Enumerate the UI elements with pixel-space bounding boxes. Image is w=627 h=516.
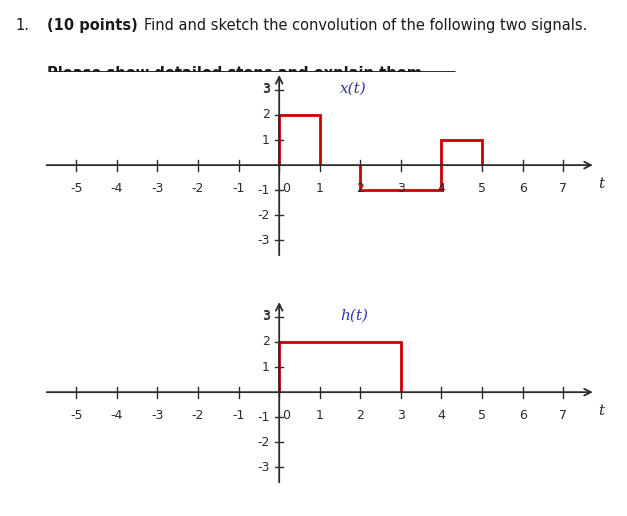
Text: 3: 3 [261, 310, 270, 324]
Text: 2: 2 [261, 335, 270, 348]
Text: 7: 7 [559, 182, 567, 195]
Text: -3: -3 [257, 461, 270, 474]
Text: Please show detailed steps and explain them.: Please show detailed steps and explain t… [47, 66, 428, 81]
Text: -1: -1 [233, 409, 245, 422]
Text: 1: 1 [261, 134, 270, 147]
Text: 2: 2 [261, 108, 270, 121]
Text: 0: 0 [283, 182, 290, 195]
Text: 5: 5 [478, 182, 486, 195]
Text: 6: 6 [519, 182, 527, 195]
Text: 7: 7 [559, 409, 567, 422]
Text: x(t): x(t) [340, 82, 367, 96]
Text: 2: 2 [356, 409, 364, 422]
Text: t: t [598, 176, 604, 191]
Text: -3: -3 [151, 409, 164, 422]
Text: (10 points): (10 points) [47, 18, 138, 33]
Text: 1: 1 [316, 409, 324, 422]
Text: -1: -1 [257, 184, 270, 197]
Text: 3: 3 [261, 309, 270, 321]
Text: -3: -3 [257, 234, 270, 247]
Text: 5: 5 [478, 409, 486, 422]
Text: 3: 3 [397, 409, 405, 422]
Text: 3: 3 [397, 182, 405, 195]
Text: t: t [598, 404, 604, 418]
Text: 3: 3 [261, 82, 270, 94]
Text: -5: -5 [70, 182, 83, 195]
Text: -1: -1 [233, 182, 245, 195]
Text: 4: 4 [438, 409, 445, 422]
Text: -2: -2 [257, 436, 270, 449]
Text: 1: 1 [261, 361, 270, 374]
Text: 2: 2 [356, 182, 364, 195]
Text: -4: -4 [111, 182, 123, 195]
Text: 3: 3 [261, 83, 270, 96]
Text: -2: -2 [257, 209, 270, 222]
Text: 1.: 1. [16, 18, 29, 33]
Text: 4: 4 [438, 182, 445, 195]
Text: -2: -2 [192, 182, 204, 195]
Text: -5: -5 [70, 409, 83, 422]
Text: -2: -2 [192, 409, 204, 422]
Text: 6: 6 [519, 409, 527, 422]
Text: -4: -4 [111, 409, 123, 422]
Text: Find and sketch the convolution of the following two signals.: Find and sketch the convolution of the f… [144, 18, 587, 33]
Text: -1: -1 [257, 411, 270, 424]
Text: 1: 1 [316, 182, 324, 195]
Text: h(t): h(t) [340, 309, 368, 323]
Text: -3: -3 [151, 182, 164, 195]
Text: 0: 0 [283, 409, 290, 422]
